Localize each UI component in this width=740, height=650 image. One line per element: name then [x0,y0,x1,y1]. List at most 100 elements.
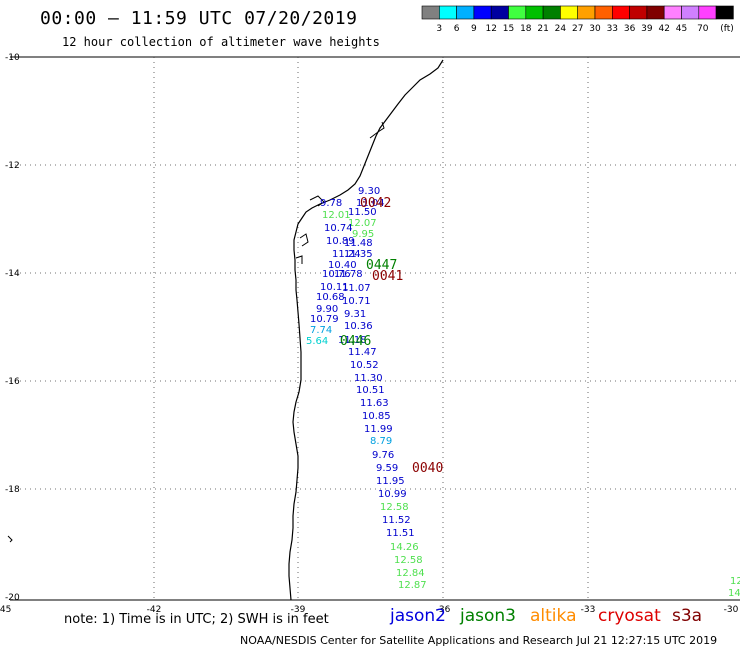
lon-label: -45 [0,605,11,615]
wave-height-label: 8.79 [370,436,392,447]
legend-unit: (ft) [720,24,734,34]
lat-label: -16 [5,377,20,387]
legend-swatch [577,5,596,20]
wave-height-label: 11.63 [360,398,389,409]
wave-height-label: 9.78 [320,198,342,209]
wave-height-label: 10.40 [328,260,357,271]
coastline [288,59,444,601]
wave-height-label: 10.52 [350,360,379,371]
wave-height-label: 14 [728,588,740,599]
legend-tick-label: 15 [503,24,514,34]
wave-height-label: 10.71 [342,296,371,307]
wave-height-label: 5.64 [306,336,328,347]
legend-tick-label: 27 [572,24,583,34]
coastline-inlet [295,121,385,264]
satellite-s3a: s3a [672,606,703,626]
satellite-jason2: jason2 [390,606,446,626]
legend-swatch [490,5,509,20]
legend-swatch [646,5,665,20]
pass-label: 0040 [412,461,443,476]
wave-height-label: 10.68 [316,292,345,303]
legend-swatch [681,5,700,20]
wave-height-label: 11.50 [348,207,377,218]
page-title: 00:00 – 11:59 UTC 07/20/2019 [40,8,358,29]
wave-height-label: 12.58 [394,555,423,566]
wave-height-label: 9.31 [344,309,366,320]
wave-height-label: 11.18 [338,335,367,346]
legend-tick-label: 6 [454,24,460,34]
legend-tick-label: 3 [436,24,442,34]
lat-label: -12 [5,161,20,171]
wave-height-label: 10.79 [310,314,339,325]
legend-swatch [473,5,492,20]
satellite-cryosat: cryosat [598,606,661,626]
wave-height-label: 11.48 [344,238,373,249]
pass-label: 0446 [340,334,371,349]
legend-swatch [560,5,579,20]
legend-tick-label: 30 [589,24,601,34]
legend-tick-label: 33 [607,24,618,34]
lat-label: -14 [5,269,20,279]
wave-height-label: 11.47 [348,347,377,358]
legend-swatch [715,5,734,20]
pass-label: 0447 [366,258,397,273]
legend-tick-label: 24 [555,24,567,34]
wave-height-label: 12.07 [348,218,377,229]
page-subtitle: 12 hour collection of altimeter wave hei… [62,35,380,49]
wave-height-label: 11.30 [354,373,383,384]
wave-height-label: 11.35 [344,249,373,260]
legend-tick-label: 45 [676,24,687,34]
lat-label: -10 [5,53,20,63]
legend-tick-label: 21 [537,24,548,34]
color-legend: 3 6 9 12 15 18 21 24 27 30 33 36 39 42 45 70 (ft) [421,5,734,34]
legend-swatch [698,5,717,20]
wave-height-label: 11.07 [342,283,371,294]
side-marker [7,535,13,543]
wave-height-label: 10.85 [362,411,391,422]
wave-height-label: 11.52 [382,515,411,526]
lon-label: -33 [581,605,596,615]
wave-height-label: 10.74 [324,223,353,234]
legend-swatch [421,5,440,20]
lat-label: -18 [5,485,20,495]
legend-tick-label: 39 [641,24,653,34]
legend-swatch [438,5,457,20]
wave-height-label: 11.78 [334,269,363,280]
pass-label: 0041 [372,269,403,284]
legend-swatch [456,5,475,20]
wave-height-label: 10.76 [322,269,351,280]
legend-swatch [594,5,613,20]
legend-tick-label: 18 [520,24,532,34]
wave-height-label: 12.84 [396,568,425,579]
wave-height-label: 10.51 [356,385,385,396]
footer-note: note: 1) Time is in UTC; 2) SWH is in fe… [64,612,329,627]
wave-height-label: 14.26 [390,542,419,553]
wave-height-label: 9.76 [372,450,394,461]
lat-label: -20 [5,593,20,603]
pass-label: 0042 [360,196,391,211]
legend-swatch [508,5,527,20]
wave-height-label: 9.90 [316,304,338,315]
lon-label: -42 [147,605,162,615]
wave-height-label: 11.95 [376,476,405,487]
wave-height-label: 12.87 [398,580,427,591]
legend-tick-label: 70 [697,24,709,34]
legend-swatch [611,5,630,20]
legend-swatch [542,5,561,20]
lon-label: -30 [724,605,739,615]
legend-swatch [629,5,648,20]
credit-line: NOAA/NESDIS Center for Satellite Applica… [240,634,718,647]
wave-height-label: 9.59 [376,463,398,474]
wave-height-label: 11.24 [332,249,361,260]
wave-height-label: 11.99 [364,424,393,435]
legend-swatch [525,5,544,20]
wave-height-label: 7.74 [310,325,332,336]
wave-height-label: 12.58 [380,502,409,513]
satellite-altika: altika [530,606,577,626]
wave-height-label: 12 [730,576,740,587]
wave-height-label: 10.89 [326,236,355,247]
legend-tick-label: 42 [658,24,669,34]
legend-tick-label: 12 [485,24,496,34]
